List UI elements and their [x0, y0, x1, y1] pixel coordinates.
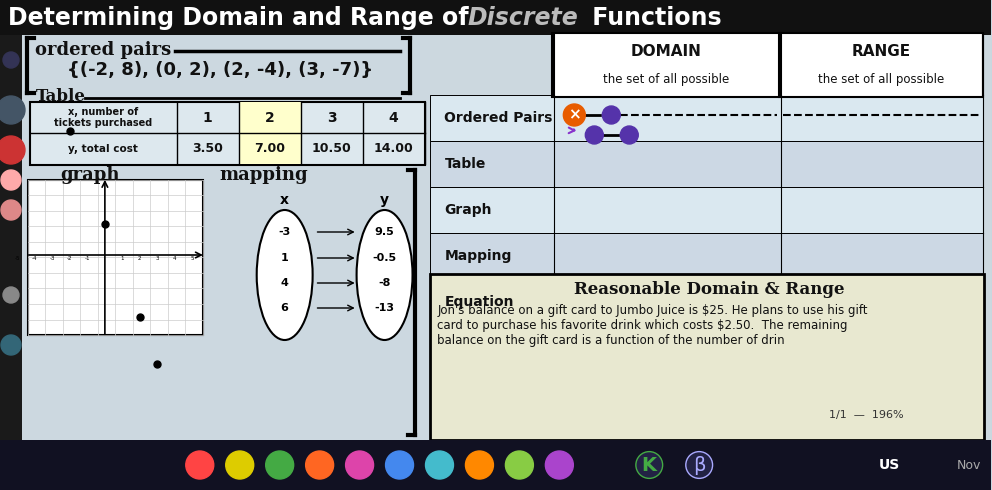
Text: -5: -5 [15, 256, 20, 261]
FancyBboxPatch shape [553, 33, 781, 97]
FancyBboxPatch shape [30, 102, 425, 165]
Text: -3: -3 [50, 256, 56, 261]
Circle shape [620, 126, 638, 144]
Text: Functions: Functions [584, 6, 722, 30]
Text: Graph: Graph [444, 203, 492, 217]
Text: Ordered Pairs: Ordered Pairs [444, 111, 553, 125]
FancyBboxPatch shape [239, 102, 301, 164]
Circle shape [226, 451, 254, 479]
Text: Mapping: Mapping [444, 249, 512, 263]
Text: 10.50: 10.50 [311, 142, 351, 155]
Text: mapping: mapping [220, 166, 309, 184]
FancyBboxPatch shape [28, 180, 202, 335]
Text: {(-2, 8), (0, 2), (2, -4), (3, -7)}: {(-2, 8), (0, 2), (2, -4), (3, -7)} [66, 61, 373, 79]
Text: -1: -1 [84, 256, 90, 261]
Text: US: US [878, 458, 900, 472]
Text: 1/1  —  196%: 1/1 — 196% [829, 410, 904, 420]
FancyBboxPatch shape [430, 279, 983, 325]
Text: Determining Domain and Range of: Determining Domain and Range of [8, 6, 477, 30]
Text: 2: 2 [138, 256, 142, 261]
Circle shape [266, 451, 294, 479]
Text: ordered pairs: ordered pairs [35, 41, 172, 59]
Circle shape [306, 451, 333, 479]
Circle shape [345, 451, 374, 479]
FancyBboxPatch shape [430, 233, 983, 279]
Circle shape [3, 52, 19, 68]
Circle shape [186, 451, 213, 479]
Text: RANGE: RANGE [851, 45, 911, 59]
Text: 6: 6 [281, 303, 289, 313]
Circle shape [1, 335, 21, 355]
Circle shape [602, 106, 620, 124]
Circle shape [1, 170, 21, 190]
Text: Table: Table [36, 89, 86, 105]
FancyBboxPatch shape [430, 95, 983, 141]
Circle shape [426, 451, 453, 479]
Text: Table: Table [444, 157, 486, 171]
Text: 1: 1 [203, 111, 212, 124]
FancyBboxPatch shape [430, 274, 984, 440]
Text: Jon's balance on a gift card to Jumbo Juice is $25. He plans to use his gift
car: Jon's balance on a gift card to Jumbo Ju… [437, 304, 868, 347]
Text: 1: 1 [281, 253, 289, 263]
Text: DOMAIN: DOMAIN [631, 45, 701, 59]
Circle shape [585, 126, 603, 144]
Text: 7.00: 7.00 [254, 142, 285, 155]
Text: 9.5: 9.5 [375, 227, 395, 237]
Ellipse shape [257, 210, 312, 340]
Text: Discrete: Discrete [467, 6, 578, 30]
Text: ×: × [568, 107, 580, 122]
Text: x, number of
tickets purchased: x, number of tickets purchased [55, 107, 153, 128]
FancyBboxPatch shape [779, 33, 983, 97]
FancyBboxPatch shape [430, 187, 983, 233]
Text: 4: 4 [281, 278, 289, 288]
Ellipse shape [356, 210, 413, 340]
Text: β: β [693, 456, 705, 474]
Circle shape [505, 451, 534, 479]
Text: -3: -3 [279, 227, 291, 237]
Text: 14.00: 14.00 [374, 142, 414, 155]
Text: the set of all possible: the set of all possible [603, 74, 729, 87]
Circle shape [0, 96, 25, 124]
Circle shape [465, 451, 493, 479]
Text: 4: 4 [173, 256, 177, 261]
FancyBboxPatch shape [0, 35, 430, 440]
Text: graph: graph [60, 166, 119, 184]
Text: Reasonable Domain & Range: Reasonable Domain & Range [574, 281, 844, 298]
Text: 2: 2 [265, 111, 275, 124]
Text: 5: 5 [190, 256, 194, 261]
Text: 3.50: 3.50 [192, 142, 223, 155]
Text: y: y [380, 193, 389, 207]
Circle shape [0, 136, 25, 164]
Text: 1: 1 [121, 256, 124, 261]
Circle shape [3, 287, 19, 303]
Text: -13: -13 [375, 303, 395, 313]
Text: -2: -2 [67, 256, 72, 261]
Text: the set of all possible: the set of all possible [817, 74, 944, 87]
FancyBboxPatch shape [430, 141, 983, 187]
Text: K: K [642, 456, 657, 474]
Text: -8: -8 [378, 278, 391, 288]
FancyBboxPatch shape [430, 35, 991, 440]
FancyBboxPatch shape [0, 440, 991, 490]
Text: 3: 3 [326, 111, 336, 124]
Text: Equation: Equation [444, 295, 514, 309]
Circle shape [546, 451, 573, 479]
Circle shape [386, 451, 414, 479]
Circle shape [563, 104, 585, 126]
Text: 3: 3 [156, 256, 159, 261]
Text: -0.5: -0.5 [372, 253, 397, 263]
FancyBboxPatch shape [0, 35, 22, 440]
Text: 4: 4 [389, 111, 399, 124]
Text: Nov: Nov [956, 459, 981, 471]
Text: -4: -4 [32, 256, 38, 261]
Circle shape [1, 200, 21, 220]
FancyBboxPatch shape [0, 0, 991, 35]
Text: y, total cost: y, total cost [68, 144, 138, 153]
Text: x: x [280, 193, 290, 207]
